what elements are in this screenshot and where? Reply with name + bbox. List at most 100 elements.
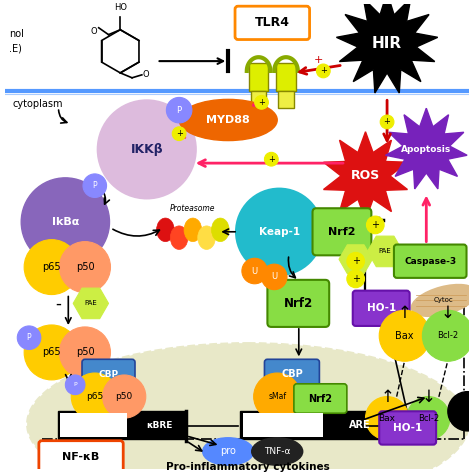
Ellipse shape xyxy=(411,284,474,316)
Text: PAE: PAE xyxy=(349,256,362,262)
Circle shape xyxy=(103,375,146,418)
Text: p65: p65 xyxy=(42,347,61,357)
Text: Bcl-2: Bcl-2 xyxy=(438,331,458,340)
FancyBboxPatch shape xyxy=(278,91,294,108)
Polygon shape xyxy=(73,288,109,319)
Text: +: + xyxy=(268,155,275,164)
Text: pro: pro xyxy=(220,447,236,456)
Text: +: + xyxy=(383,118,391,127)
Text: IKKβ: IKKβ xyxy=(130,143,163,156)
Text: IkBα: IkBα xyxy=(52,217,79,227)
Polygon shape xyxy=(324,132,408,220)
Circle shape xyxy=(242,258,267,284)
Text: +: + xyxy=(320,66,327,75)
Circle shape xyxy=(59,242,110,292)
Text: +: + xyxy=(352,256,360,266)
Circle shape xyxy=(422,310,474,361)
Text: +: + xyxy=(371,220,379,230)
Polygon shape xyxy=(337,0,438,93)
Ellipse shape xyxy=(252,438,303,465)
FancyBboxPatch shape xyxy=(82,359,135,389)
Text: P: P xyxy=(27,333,31,342)
Circle shape xyxy=(17,326,41,349)
Text: U: U xyxy=(252,266,258,275)
FancyBboxPatch shape xyxy=(267,280,329,327)
Text: HO-1: HO-1 xyxy=(393,423,422,433)
Text: p65: p65 xyxy=(86,392,103,401)
FancyBboxPatch shape xyxy=(264,359,319,390)
Text: HIR: HIR xyxy=(372,36,402,51)
Circle shape xyxy=(366,216,384,234)
Text: PAE: PAE xyxy=(379,248,392,255)
Ellipse shape xyxy=(198,226,215,249)
FancyBboxPatch shape xyxy=(39,441,123,474)
Text: .E): .E) xyxy=(9,43,22,54)
Text: Nrf2: Nrf2 xyxy=(328,227,356,237)
Circle shape xyxy=(166,98,192,123)
Text: Nrf2: Nrf2 xyxy=(284,297,313,310)
Ellipse shape xyxy=(170,226,188,249)
Text: CBP: CBP xyxy=(99,370,118,379)
Text: κBRE: κBRE xyxy=(146,420,173,429)
Circle shape xyxy=(236,189,322,275)
Ellipse shape xyxy=(203,438,254,465)
Text: p50: p50 xyxy=(116,392,133,401)
Text: p50: p50 xyxy=(76,347,94,357)
Text: NF-κB: NF-κB xyxy=(63,452,100,462)
Ellipse shape xyxy=(156,218,174,242)
Ellipse shape xyxy=(179,100,277,141)
Text: TNF-α: TNF-α xyxy=(264,447,291,456)
Text: Apoptosis: Apoptosis xyxy=(401,145,451,154)
Text: +: + xyxy=(313,55,323,65)
Text: ROS: ROS xyxy=(351,169,380,182)
Text: Bax: Bax xyxy=(379,414,396,423)
Text: Keap-1: Keap-1 xyxy=(259,227,300,237)
Text: U: U xyxy=(271,273,277,282)
Text: p50: p50 xyxy=(76,262,94,272)
FancyBboxPatch shape xyxy=(249,63,268,91)
Circle shape xyxy=(379,310,430,361)
FancyBboxPatch shape xyxy=(251,91,266,108)
Text: TLR4: TLR4 xyxy=(255,17,290,29)
Text: ARE: ARE xyxy=(349,420,370,430)
Text: +: + xyxy=(176,129,182,138)
Circle shape xyxy=(59,327,110,378)
Ellipse shape xyxy=(27,343,468,474)
Polygon shape xyxy=(367,236,403,267)
FancyBboxPatch shape xyxy=(243,413,323,437)
Text: HO-1: HO-1 xyxy=(366,303,396,313)
FancyBboxPatch shape xyxy=(240,411,382,439)
Circle shape xyxy=(172,127,186,141)
Circle shape xyxy=(24,240,79,294)
Polygon shape xyxy=(339,245,373,273)
Circle shape xyxy=(347,270,365,288)
Text: Nrf2: Nrf2 xyxy=(309,393,332,403)
Text: MYD88: MYD88 xyxy=(206,115,250,125)
Text: Pro-inflammatory cytokines: Pro-inflammatory cytokines xyxy=(166,462,329,472)
FancyBboxPatch shape xyxy=(312,208,371,255)
Text: +: + xyxy=(352,274,360,284)
Circle shape xyxy=(407,397,450,440)
FancyBboxPatch shape xyxy=(61,413,127,437)
Text: PAE: PAE xyxy=(84,301,97,306)
FancyBboxPatch shape xyxy=(235,6,310,39)
Circle shape xyxy=(83,174,107,198)
Text: ↓: ↓ xyxy=(441,304,455,322)
Circle shape xyxy=(65,375,85,395)
Text: p65: p65 xyxy=(42,262,61,272)
FancyBboxPatch shape xyxy=(276,63,296,91)
Circle shape xyxy=(254,373,301,420)
Circle shape xyxy=(21,178,109,266)
Text: HO: HO xyxy=(114,3,127,12)
Text: ↓: ↓ xyxy=(421,388,435,406)
FancyBboxPatch shape xyxy=(294,384,347,413)
Text: +: + xyxy=(258,98,265,107)
Circle shape xyxy=(380,115,394,129)
Polygon shape xyxy=(385,108,467,189)
Ellipse shape xyxy=(211,218,229,242)
Text: P: P xyxy=(92,181,97,190)
Circle shape xyxy=(262,264,287,290)
Text: Proteasome: Proteasome xyxy=(170,204,216,213)
Text: -: - xyxy=(55,294,62,312)
Text: nol: nol xyxy=(9,28,24,39)
